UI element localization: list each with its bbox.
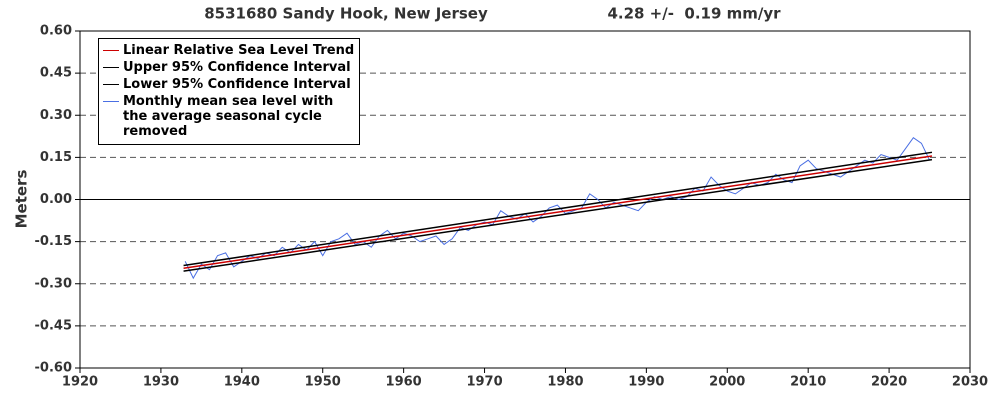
- plot-border: [79, 30, 971, 369]
- legend-item: Linear Relative Sea Level Trend: [103, 43, 355, 58]
- y-axis-label: Meters: [13, 170, 31, 229]
- legend-swatch: [103, 101, 119, 102]
- y-tick-label: -0.60: [35, 361, 72, 376]
- x-tick-label: 1920: [62, 375, 98, 390]
- y-tick-label: -0.30: [35, 276, 72, 291]
- legend-swatch: [103, 67, 119, 68]
- y-tick-label: 0.60: [40, 24, 72, 39]
- y-tick-label: 0.30: [40, 108, 72, 123]
- x-tick-label: 1990: [628, 375, 664, 390]
- x-tick-label: 1980: [547, 375, 583, 390]
- y-tick-label: 0.45: [40, 66, 72, 81]
- x-tick-label: 1960: [386, 375, 422, 390]
- legend-item: Lower 95% Confidence Interval: [103, 77, 355, 92]
- x-tick-label: 1930: [143, 375, 179, 390]
- x-tick-label: 2030: [952, 375, 988, 390]
- y-tick-label: -0.15: [35, 234, 72, 249]
- legend-item: Monthly mean sea level with the average …: [103, 94, 355, 139]
- legend-label: Lower 95% Confidence Interval: [123, 77, 351, 92]
- series-line: [183, 155, 933, 270]
- legend-item: Upper 95% Confidence Interval: [103, 60, 355, 75]
- legend-swatch: [103, 50, 119, 51]
- y-tick-label: 0.15: [40, 150, 72, 165]
- legend-label: Monthly mean sea level with the average …: [123, 94, 334, 139]
- x-tick-label: 1940: [224, 375, 260, 390]
- series-line: [183, 158, 933, 272]
- legend-label: Upper 95% Confidence Interval: [123, 60, 351, 75]
- chart-title: 8531680 Sandy Hook, New Jersey: [204, 5, 488, 23]
- x-tick-label: 2000: [709, 375, 745, 390]
- y-tick-label: 0.00: [40, 192, 72, 207]
- x-tick-label: 2020: [871, 375, 907, 390]
- y-tick-label: -0.45: [35, 318, 72, 333]
- legend-swatch: [103, 84, 119, 85]
- legend: Linear Relative Sea Level Trend Upper 95%…: [98, 38, 360, 145]
- series-line: [183, 151, 933, 267]
- chart-subtitle: 4.28 +/- 0.19 mm/yr: [607, 5, 781, 23]
- legend-label: Linear Relative Sea Level Trend: [123, 43, 355, 58]
- x-tick-label: 1950: [305, 375, 341, 390]
- x-tick-label: 1970: [466, 375, 502, 390]
- x-tick-label: 2010: [790, 375, 826, 390]
